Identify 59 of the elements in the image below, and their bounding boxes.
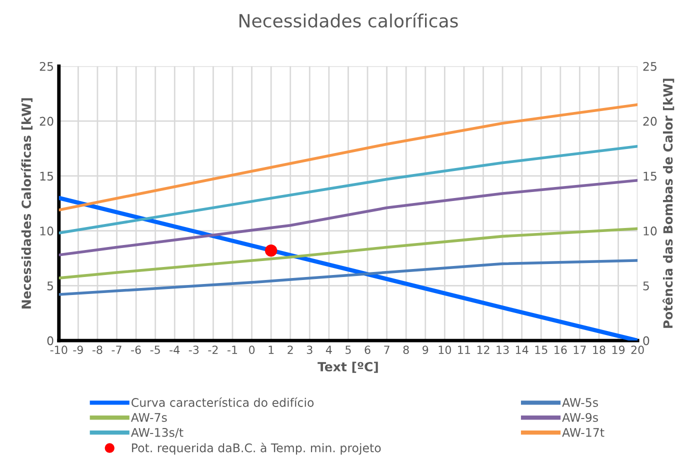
- x-tick-label: -5: [150, 346, 160, 354]
- x-tick-label: -1: [228, 346, 238, 354]
- x-tick-label: -9: [73, 346, 83, 354]
- y2-tick-label: 0: [643, 336, 650, 346]
- line-series: [58, 259, 638, 296]
- y-axis-title: Necessidades Caloríficas [kW]: [20, 98, 33, 308]
- y-tick-label: 0: [47, 336, 54, 346]
- y-tick-label: 25: [40, 62, 54, 71]
- y-tick-label: 5: [47, 282, 54, 290]
- x-tick-label: 5: [346, 346, 351, 354]
- legend-label: AW-7s: [130, 413, 167, 422]
- x-tick-label: 2: [288, 346, 293, 354]
- x-tick-label: -4: [170, 346, 180, 354]
- x-tick-label: -2: [208, 346, 218, 354]
- x-tick-label: 0: [248, 346, 255, 354]
- x-tick-label: 10: [438, 346, 452, 354]
- legend-label: Curva característica do edifício: [132, 397, 314, 407]
- x-tick-label: 17: [574, 346, 586, 354]
- line-series: [58, 178, 638, 256]
- x-tick-label: 1: [268, 346, 274, 354]
- x-tick-label: 7: [384, 346, 390, 354]
- y2-tick-label: 25: [643, 62, 656, 71]
- x-tick-label: 9: [422, 346, 428, 354]
- line-series: [58, 227, 638, 280]
- x-tick-label: 6: [364, 346, 370, 354]
- legend-label: AW-5s: [562, 398, 598, 407]
- y2-tick-label: 10: [644, 226, 657, 236]
- y-tick-label: 10: [40, 226, 54, 236]
- x-tick-label: 18: [593, 346, 606, 354]
- x-tick-label: 13: [496, 346, 509, 354]
- x-tick-label: -8: [92, 346, 102, 354]
- line-series: [58, 103, 638, 212]
- legend-label: AW-17t: [562, 428, 604, 437]
- x-tick-label: 14: [516, 346, 528, 354]
- x-tick-label: 11: [458, 346, 470, 354]
- x-tick-label: 20: [631, 346, 644, 354]
- y-tick-label: 20: [40, 116, 54, 126]
- legend-label: AW-9s: [562, 413, 598, 422]
- x-tick-label: 15: [535, 346, 548, 354]
- y2-axis-title: Potência das Bombas de Calor [kW]: [662, 78, 674, 328]
- x-tick-label: 19: [612, 346, 625, 354]
- y2-tick-label: 5: [643, 282, 649, 290]
- legend-label: AW-13s/t: [130, 428, 184, 438]
- x-axis-title: Text [ºC]: [318, 362, 378, 373]
- x-tick-label: 8: [403, 346, 409, 354]
- x-tick-label: -7: [112, 346, 122, 354]
- legend-label: Pot. requerida daB.C. à Temp. min. projeto: [132, 442, 381, 455]
- x-tick-label: 3: [306, 346, 312, 354]
- x-tick-label: -10: [50, 346, 68, 354]
- y2-tick-label: 20: [643, 116, 657, 126]
- y2-tick-label: 15: [644, 172, 656, 181]
- chart-title: Necessidades caloríficas: [240, 12, 458, 28]
- x-tick-label: -3: [188, 346, 199, 354]
- y-tick-label: 15: [40, 172, 54, 181]
- x-tick-label: 12: [477, 346, 490, 354]
- x-tick-label: 16: [554, 346, 567, 354]
- x-tick-label: 4: [326, 346, 332, 354]
- line-series: [58, 144, 638, 234]
- x-tick-label: -6: [131, 346, 141, 354]
